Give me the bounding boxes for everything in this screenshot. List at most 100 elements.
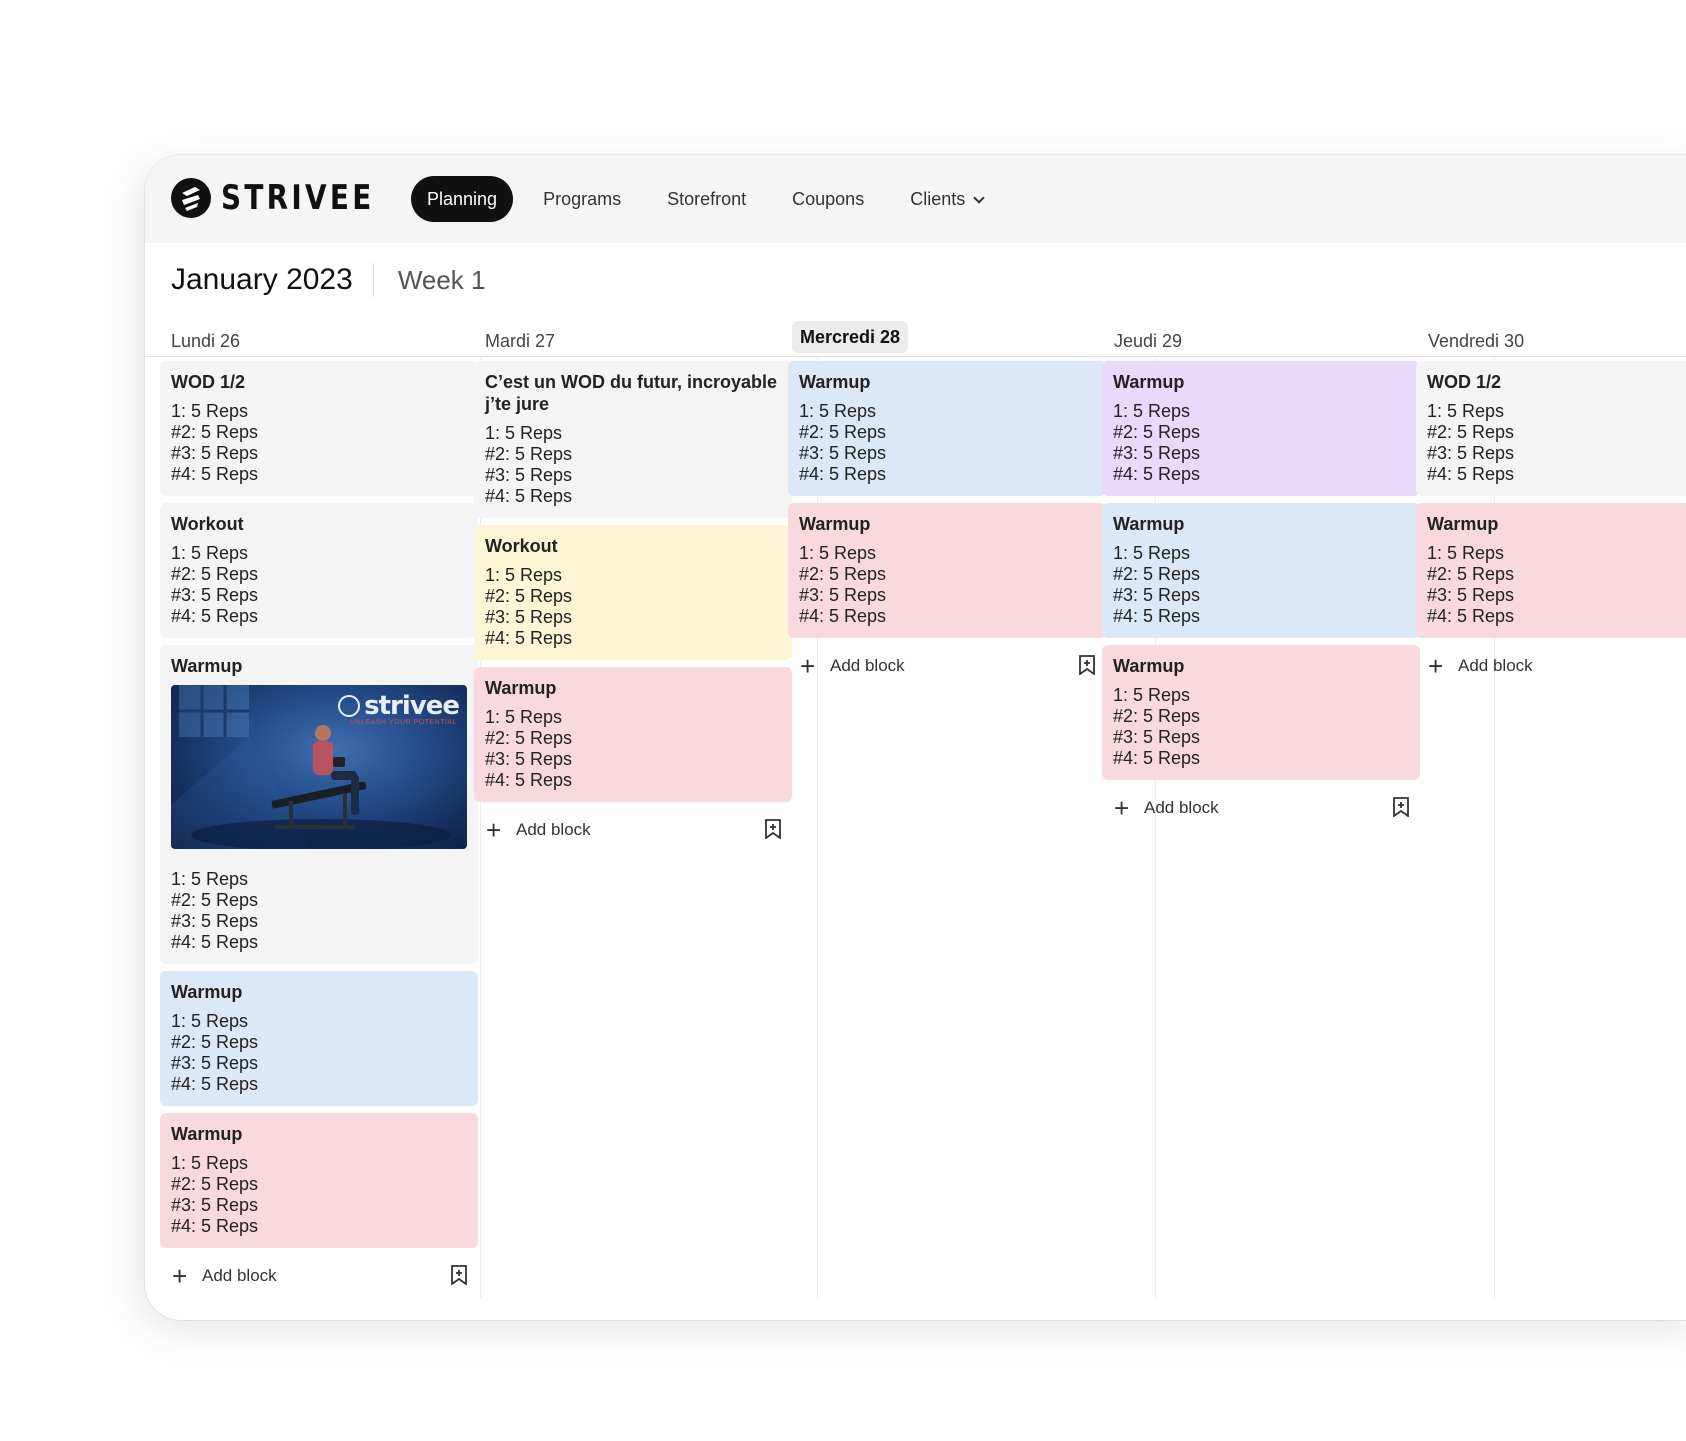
block-line: #4: 5 Reps: [1113, 464, 1201, 484]
block-title: WOD 1/2: [1427, 372, 1502, 392]
add-block-label: Add block: [202, 1266, 277, 1285]
block-line: #3: 5 Reps: [171, 1195, 259, 1215]
block-line: 1: 5 Reps: [1427, 543, 1505, 563]
strivee-logo-icon: [171, 178, 211, 218]
column-divider: [817, 358, 818, 1298]
brand-name: STRIVEE: [221, 178, 375, 218]
workout-block[interactable]: Workout 1: 5 Reps #2: 5 Reps #3: 5 Reps …: [160, 503, 478, 638]
nav-clients[interactable]: Clients: [894, 176, 999, 222]
day-header-vendredi: Vendredi 30: [1428, 331, 1525, 351]
workout-block[interactable]: Workout 1: 5 Reps #2: 5 Reps #3: 5 Reps …: [474, 525, 792, 660]
workout-block[interactable]: Warmup 1: 5 Reps #2: 5 Reps #3: 5 Reps #…: [160, 971, 478, 1106]
bookmark-add-icon[interactable]: [1392, 797, 1410, 817]
nav-programs[interactable]: Programs: [543, 189, 622, 209]
block-line: 1: 5 Reps: [1113, 685, 1191, 705]
workout-block[interactable]: Warmup 1: 5 Reps #2: 5 Reps #3: 5 Reps #…: [160, 1113, 478, 1248]
block-title: Warmup: [799, 514, 871, 534]
image-brand-watermark: strivee: [338, 691, 460, 721]
plus-icon: +: [172, 1261, 188, 1291]
column-divider: [1494, 358, 1495, 1298]
block-line: 1: 5 Reps: [799, 543, 877, 563]
workout-block[interactable]: WOD 1/2 1: 5 Reps #2: 5 Reps #3: 5 Reps …: [1416, 361, 1686, 496]
day-column-mardi: C’est un WOD du futur, incroyable j’te j…: [474, 361, 792, 851]
column-divider: [480, 358, 481, 1298]
block-line: #4: 5 Reps: [485, 486, 573, 506]
title-divider: [372, 263, 374, 297]
block-line: #3: 5 Reps: [1113, 585, 1201, 605]
block-line: 1: 5 Reps: [485, 423, 563, 443]
workout-block[interactable]: Warmup 1: 5 Reps #2: 5 Reps #3: 5 Reps #…: [1102, 645, 1420, 780]
block-line: #2: 5 Reps: [171, 564, 259, 584]
block-line: #2: 5 Reps: [1113, 706, 1201, 726]
block-line: 1: 5 Reps: [171, 543, 249, 563]
add-block-label: Add block: [830, 656, 905, 675]
block-line: 1: 5 Reps: [171, 1153, 249, 1173]
block-line: #3: 5 Reps: [1427, 585, 1515, 605]
block-line: #3: 5 Reps: [171, 585, 259, 605]
block-line: #4: 5 Reps: [171, 1216, 259, 1236]
add-block-button[interactable]: + Add block: [474, 809, 792, 851]
bookmark-add-icon[interactable]: [764, 819, 782, 839]
add-block-label: Add block: [1458, 656, 1533, 675]
block-line: #2: 5 Reps: [799, 564, 887, 584]
day-header-mercredi-today: Mercredi 28: [792, 321, 909, 353]
block-line: 1: 5 Reps: [1113, 401, 1191, 421]
workout-block[interactable]: Warmup 1: 5 Reps #2: 5 Reps #3: 5 Reps #…: [1102, 361, 1420, 496]
plus-icon: +: [1428, 651, 1444, 681]
week-label: Week 1: [397, 264, 486, 295]
main-nav: Planning Programs Storefront Coupons Cli…: [411, 176, 1013, 222]
block-line: 1: 5 Reps: [799, 401, 877, 421]
block-line: #2: 5 Reps: [1427, 564, 1515, 584]
block-line: #2: 5 Reps: [171, 1032, 259, 1052]
block-line: #2: 5 Reps: [1113, 422, 1201, 442]
bookmark-add-icon[interactable]: [1078, 655, 1096, 675]
block-title: Warmup: [799, 372, 871, 392]
block-title: Warmup: [171, 656, 243, 676]
day-column-jeudi: Warmup 1: 5 Reps #2: 5 Reps #3: 5 Reps #…: [1102, 361, 1420, 829]
calendar-title-row: January 2023 Week 1: [171, 263, 486, 297]
block-line: 1: 5 Reps: [171, 401, 249, 421]
workout-block[interactable]: Warmup: [160, 645, 478, 964]
athlete-photo-illustration: [171, 685, 451, 849]
day-header-jeudi: Jeudi 29: [1114, 331, 1183, 351]
brand-logo[interactable]: STRIVEE: [171, 178, 408, 218]
nav-planning[interactable]: Planning: [411, 176, 514, 222]
add-block-button[interactable]: + Add block: [788, 645, 1106, 687]
bookmark-add-icon[interactable]: [450, 1265, 468, 1285]
block-line: #2: 5 Reps: [485, 444, 573, 464]
block-image-athlete: strivee UNLEASH YOUR POTENTIAL: [171, 685, 467, 849]
day-column-mercredi: Warmup 1: 5 Reps #2: 5 Reps #3: 5 Reps #…: [788, 361, 1106, 687]
workout-block[interactable]: WOD 1/2 1: 5 Reps #2: 5 Reps #3: 5 Reps …: [160, 361, 478, 496]
block-line: #4: 5 Reps: [171, 932, 259, 952]
block-title: Warmup: [1113, 372, 1185, 392]
block-line: #4: 5 Reps: [171, 464, 259, 484]
add-block-button[interactable]: + Add block: [1416, 645, 1686, 687]
block-line: #4: 5 Reps: [799, 606, 887, 626]
add-block-button[interactable]: + Add block: [160, 1255, 478, 1297]
block-title: Warmup: [1113, 514, 1185, 534]
workout-block[interactable]: Warmup 1: 5 Reps #2: 5 Reps #3: 5 Reps #…: [474, 667, 792, 802]
block-line: #4: 5 Reps: [1427, 606, 1515, 626]
nav-storefront[interactable]: Storefront: [667, 189, 747, 209]
day-header-row: Lundi 26 Mardi 27 Mercredi 28 Jeudi 29 V…: [145, 313, 1686, 357]
image-tagline: UNLEASH YOUR POTENTIAL: [350, 719, 457, 726]
block-title: Warmup: [171, 982, 243, 1002]
workout-block[interactable]: C’est un WOD du futur, incroyable j’te j…: [474, 361, 792, 518]
workout-block[interactable]: Warmup 1: 5 Reps #2: 5 Reps #3: 5 Reps #…: [788, 503, 1106, 638]
workout-block[interactable]: Warmup 1: 5 Reps #2: 5 Reps #3: 5 Reps #…: [1416, 503, 1686, 638]
add-block-label: Add block: [1144, 798, 1219, 817]
block-line: #2: 5 Reps: [485, 586, 573, 606]
block-line: #3: 5 Reps: [171, 1053, 259, 1073]
block-line: #2: 5 Reps: [799, 422, 887, 442]
month-title: January 2023: [171, 263, 353, 296]
block-line: #4: 5 Reps: [799, 464, 887, 484]
workout-block[interactable]: Warmup 1: 5 Reps #2: 5 Reps #3: 5 Reps #…: [788, 361, 1106, 496]
block-line: 1: 5 Reps: [1113, 543, 1191, 563]
nav-coupons[interactable]: Coupons: [792, 189, 865, 209]
add-block-button[interactable]: + Add block: [1102, 787, 1420, 829]
workout-block[interactable]: Warmup 1: 5 Reps #2: 5 Reps #3: 5 Reps #…: [1102, 503, 1420, 638]
nav-clients-label: Clients: [910, 189, 966, 209]
day-column-lundi: WOD 1/2 1: 5 Reps #2: 5 Reps #3: 5 Reps …: [160, 361, 478, 1297]
block-line: #4: 5 Reps: [1427, 464, 1515, 484]
block-line: #3: 5 Reps: [799, 585, 887, 605]
